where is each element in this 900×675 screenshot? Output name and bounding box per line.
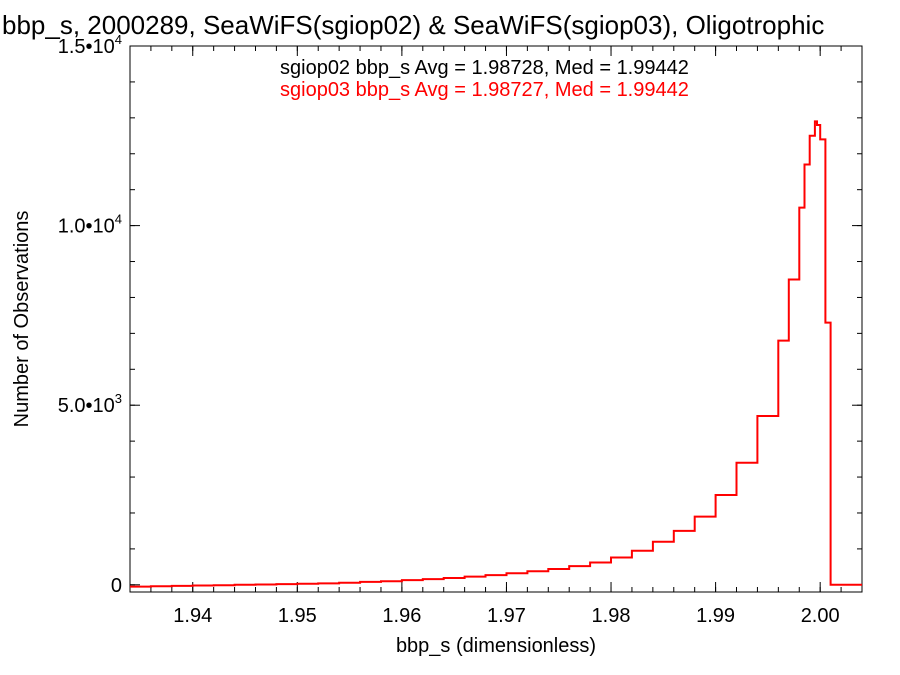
x-tick-label: 1.99 [696, 605, 735, 627]
y-tick-exponent: 4 [115, 32, 122, 47]
y-tick-exponent: 3 [115, 391, 122, 406]
y-tick-mantissa: 0 [111, 575, 122, 597]
annotation-sgiop03: sgiop03 bbp_s Avg = 1.98727, Med = 1.994… [280, 79, 689, 101]
x-tick-label: 1.95 [278, 605, 317, 627]
y-tick-exponent: 4 [115, 212, 122, 227]
y-tick-label: 5.0•103 [58, 391, 122, 417]
chart-title: bbp_s, 2000289, SeaWiFS(sgiop02) & SeaWi… [2, 10, 824, 40]
x-tick-label: 1.98 [592, 605, 631, 627]
x-tick-label: 1.94 [173, 605, 212, 627]
y-tick-label: 1.0•104 [58, 212, 122, 238]
annotation-sgiop02: sgiop02 bbp_s Avg = 1.98728, Med = 1.994… [280, 57, 689, 79]
y-tick-label: 1.5•104 [58, 32, 122, 58]
x-tick-label: 1.96 [382, 605, 421, 627]
x-tick-label: 2.00 [801, 605, 840, 627]
axis-ticks [129, 45, 863, 592]
x-tick-labels: 1.94 1.95 1.96 1.97 1.98 1.99 2.00 [173, 605, 839, 627]
series-line [130, 120, 862, 588]
x-tick-label: 1.97 [487, 605, 526, 627]
y-tick-label: 0 [111, 575, 122, 597]
y-tick-mantissa: 1.5•10 [58, 36, 115, 58]
plot-frame [129, 45, 863, 593]
y-axis-label: Number of Observations [11, 211, 33, 428]
y-tick-mantissa: 5.0•10 [58, 395, 115, 417]
y-tick-mantissa: 1.0•10 [58, 216, 115, 238]
x-axis-label: bbp_s (dimensionless) [396, 635, 596, 657]
